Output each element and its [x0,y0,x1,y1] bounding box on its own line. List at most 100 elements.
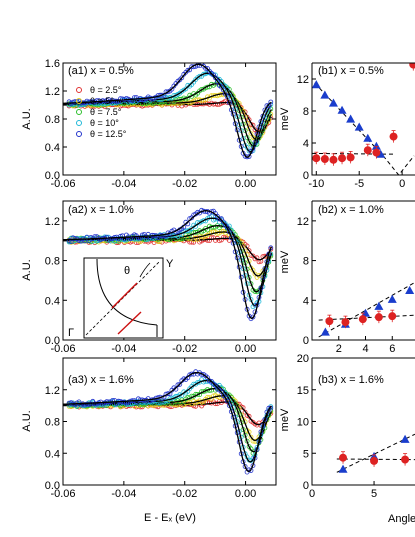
data-point [218,389,224,395]
x-tick-label: -0.06 [50,488,75,500]
fit-curve [63,217,273,307]
y-tick-label: 0.0 [45,170,60,182]
fit-curve [63,379,272,463]
y-tick-label: 0.8 [45,417,60,429]
data-point [165,391,171,397]
data-point [108,236,113,242]
x-tick-label: 6 [389,343,395,355]
triangle-point [346,114,356,123]
data-point [214,79,220,84]
points-b3 [336,433,415,473]
data-point [250,314,256,320]
y-tick-label: 0.8 [45,114,60,126]
data-point [185,228,191,234]
legend-label: θ = 12.5° [90,129,127,139]
brillouin-zone-inset: θ Y Γ [68,257,174,339]
cut-line-red [111,282,138,309]
x-tick-label: 4 [362,343,368,355]
data-point [114,98,119,104]
data-point [185,67,191,73]
triangle-point [312,80,321,89]
legend-label: θ = 2.5° [90,85,122,95]
panel-b3: 0 5 0 5 10 15 20 (b3) x = 1.6% meV Angle [279,353,415,525]
legend-marker [76,131,82,137]
y-axis-label-b2: meV [279,250,291,273]
circle-point [389,132,398,141]
x-tick-label: 0.00 [235,488,256,500]
triangle-point [337,105,347,114]
theta-arc [139,262,151,278]
data-point [135,235,141,241]
y-tick-label: 0.4 [45,448,60,460]
curves-a1 [63,63,274,160]
y-axis-label-a3: A.U. [21,410,33,431]
data-point [143,101,149,106]
y-tick-label: 0.0 [45,480,60,492]
y-tick-label: 1.2 [45,86,60,98]
circle-point [358,315,367,324]
x-tick-label: 5 [371,488,377,500]
y-tick-label: 5 [303,448,309,460]
gamma-point-label: Γ [68,327,74,339]
y-tick-label: 0 [303,335,309,347]
x-tick-label: 0.00 [235,178,256,190]
ticks-a2: -0.06 -0.04 -0.02 0.00 0.0 0.4 0.8 1.2 [45,201,276,355]
data-point [212,383,218,389]
data-point [118,233,123,239]
triangle-point [371,141,381,150]
curves-a3 [63,369,274,475]
x-tick-label: -0.06 [50,178,75,190]
fit-curve [63,63,272,159]
panel-label-b1: (b1) x = 0.5% [318,65,384,77]
y-tick-label: 15 [297,385,309,397]
y-tick-label: 1.2 [45,216,60,228]
ticks-b2: 2 4 6 0 4 8 12 [297,216,396,355]
x-tick-label: -5 [354,178,364,190]
triangle-point [361,308,371,317]
x-tick-label: -0.04 [111,488,136,500]
legend-label: θ = 7.5° [90,107,122,117]
fit-curve [63,387,272,453]
y-tick-label: 20 [297,353,309,365]
panel-b2: 2 4 6 0 4 8 12 (b2) x = 1.0% meV [279,200,415,355]
circle-point [312,154,321,163]
data-point [203,66,209,71]
circle-point [372,148,381,157]
theta-label: θ [124,265,130,277]
panel-label-a1: (a1) x = 0.5% [68,65,134,77]
triangle-point [363,133,373,142]
x-tick-label: 0 [309,488,315,500]
data-point [262,107,268,113]
circle-point [346,153,355,162]
triangle-point [400,434,410,443]
points-b2 [318,281,415,338]
x-tick-label: 0.00 [235,343,256,355]
y-tick-label: 1.2 [45,385,60,397]
triangle-point [338,464,348,473]
y-tick-label: 0.4 [45,295,60,307]
circle-point [338,154,347,163]
circle-point [401,455,410,464]
fit-curve [63,83,272,147]
data-point [195,391,201,397]
circle-point [325,317,334,326]
data-point [205,237,210,243]
y-tick-label: 4 [303,138,309,150]
y-axis-label-b3: meV [279,408,291,431]
panel-a3: -0.06 -0.04 -0.02 0.00 0.0 0.4 0.8 1.2 (a3) x =… [21,357,277,524]
triangle-point [320,90,330,99]
data-point [246,117,252,123]
data-point [218,228,224,234]
data-point [189,226,195,231]
data-point [216,216,222,222]
triangle-point [387,294,397,303]
triangle-point [320,327,330,336]
x-tick-label: -0.02 [172,343,197,355]
y-tick-label: 0 [303,480,309,492]
triangle-point [354,122,364,131]
triangle-point [374,301,384,310]
data-point [201,389,207,395]
y-tick-label: 10 [297,417,309,429]
cut-direction-line [85,260,161,336]
